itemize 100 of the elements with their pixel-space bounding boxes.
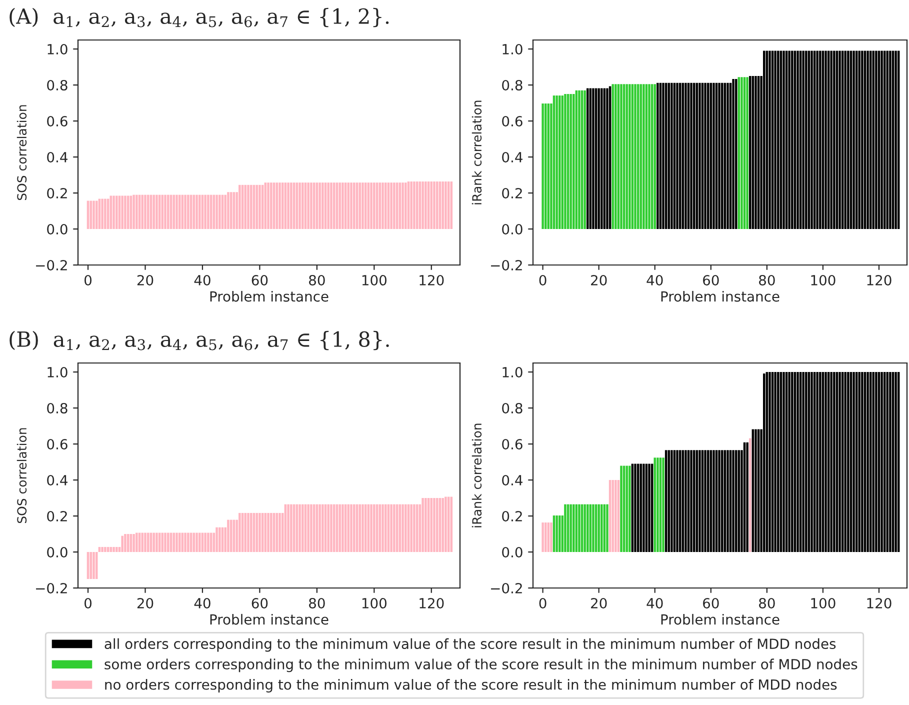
bar: [791, 372, 794, 552]
bar: [732, 79, 734, 229]
bar: [628, 84, 631, 229]
bar: [788, 372, 790, 552]
bar: [444, 496, 447, 552]
bar: [152, 194, 155, 229]
y-tick-label: 1.0: [48, 366, 68, 378]
bar: [648, 84, 650, 229]
bar: [192, 532, 196, 552]
bar: [144, 194, 146, 229]
bar: [810, 50, 813, 229]
x-tick-label: 60: [703, 598, 719, 608]
bar: [258, 512, 261, 552]
bar: [267, 182, 270, 229]
bar: [287, 182, 290, 229]
bar: [852, 50, 855, 229]
bar: [141, 532, 144, 552]
bar: [330, 504, 332, 552]
y-tick-label: 0.0: [47, 546, 68, 558]
bar: [584, 90, 586, 229]
bar: [393, 504, 396, 552]
bar: [550, 522, 552, 552]
bar: [244, 184, 247, 229]
y-tick-label: −0.2: [36, 582, 67, 594]
y-tick-label: 0.6: [502, 438, 522, 450]
x-tick-label: 40: [194, 598, 210, 608]
bar: [436, 498, 438, 552]
bar: [373, 504, 376, 552]
bar: [718, 82, 720, 229]
y-tick-label: −0.2: [491, 260, 522, 270]
bar: [362, 182, 364, 229]
bar: [598, 504, 600, 552]
bar: [684, 82, 687, 229]
bar: [101, 546, 104, 552]
bar: [164, 532, 166, 552]
bar: [805, 50, 808, 229]
bar: [404, 504, 407, 552]
y-axis-title: SOS correlation: [16, 428, 27, 524]
bar: [704, 450, 706, 552]
bar: [192, 194, 196, 229]
bar: [136, 194, 138, 229]
bar: [824, 372, 827, 552]
bar: [373, 182, 376, 229]
bar: [101, 198, 104, 229]
bar: [698, 450, 701, 552]
y-tick-label: 1.0: [48, 44, 68, 54]
bar: [852, 372, 855, 552]
bar: [670, 450, 673, 552]
bar: [115, 546, 118, 552]
bar: [184, 532, 186, 552]
bar: [648, 464, 650, 552]
bar: [104, 546, 106, 552]
bar: [352, 504, 356, 552]
bar: [847, 372, 850, 552]
y-tick-label: 0.0: [47, 224, 68, 234]
bar: [875, 50, 878, 229]
bar: [198, 532, 201, 552]
bar: [250, 184, 252, 229]
x-tick-label: 80: [759, 598, 775, 608]
bar: [774, 50, 776, 229]
bar: [224, 194, 227, 229]
bar: [256, 512, 258, 552]
bar: [690, 82, 692, 229]
bar: [216, 527, 218, 552]
bar: [542, 104, 544, 229]
bar: [433, 181, 436, 229]
bar: [698, 82, 701, 229]
y-tick-label: 0.8: [47, 402, 68, 414]
y-axis-title: iRank correlation: [472, 424, 482, 528]
bar: [570, 504, 572, 552]
bar: [204, 532, 206, 552]
bar: [774, 372, 776, 552]
bar: [218, 194, 221, 229]
x-tick-label: 80: [309, 274, 325, 286]
bar: [112, 546, 115, 552]
bar: [298, 182, 301, 229]
bar: [712, 82, 715, 229]
bar: [90, 200, 92, 229]
x-tick-label: 20: [137, 274, 154, 286]
legend-label: all orders corresponding to the minimum value of the score result in the minimum number of MDD nodes: [104, 638, 836, 652]
bar: [121, 196, 124, 229]
bar: [654, 84, 656, 229]
bar: [612, 84, 614, 229]
bar: [782, 50, 785, 229]
bar: [301, 504, 304, 552]
y-axis-title: SOS correlation: [16, 105, 27, 200]
bar: [144, 532, 146, 552]
bar: [196, 194, 198, 229]
bar: [184, 194, 186, 229]
bar: [564, 504, 566, 552]
bar: [584, 504, 586, 552]
bar: [330, 182, 332, 229]
x-tick-label: 120: [420, 274, 444, 286]
bar: [542, 522, 544, 552]
bar: [382, 504, 384, 552]
bar: [788, 50, 790, 229]
y-tick-label: −0.2: [36, 260, 67, 270]
bar: [578, 504, 580, 552]
bar: [833, 50, 836, 229]
bar: [270, 512, 272, 552]
